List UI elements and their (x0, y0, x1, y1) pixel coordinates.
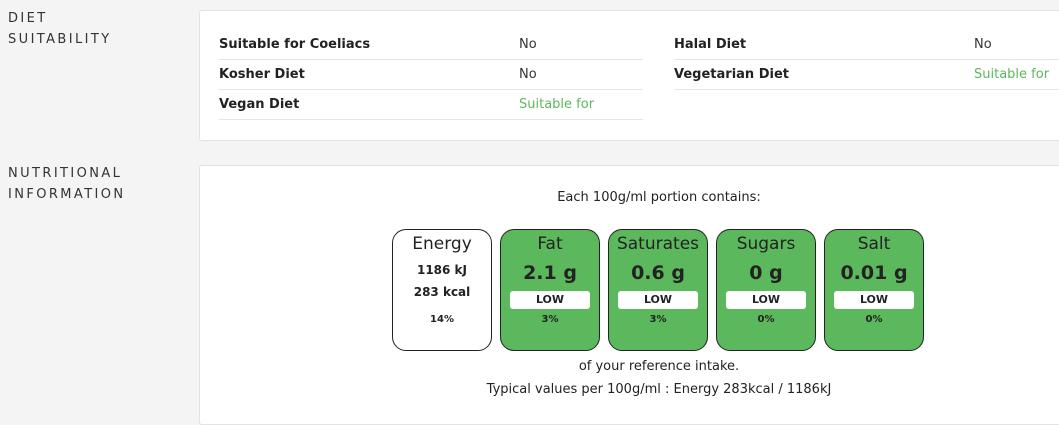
diet-row-vegetarian: Vegetarian Diet Suitable for (674, 60, 1059, 90)
nutrient-level-badge: LOW (726, 291, 806, 309)
diet-value: No (519, 37, 537, 52)
salt-box: Salt 0.01 g LOW 0% (824, 229, 924, 351)
diet-name: Suitable for Coeliacs (219, 37, 371, 52)
sugars-box: Sugars 0 g LOW 0% (716, 229, 816, 351)
nutrient-percent: 0% (757, 314, 775, 325)
nutrient-label: Fat (537, 234, 563, 254)
nutrient-label: Saturates (616, 234, 700, 254)
nutrient-label: Sugars (736, 234, 796, 254)
fat-box: Fat 2.1 g LOW 3% (500, 229, 600, 351)
diet-row-coeliacs: Suitable for Coeliacs No (219, 30, 643, 60)
diet-value: Suitable for (974, 67, 1050, 82)
nutrient-amount: 2.1 g (523, 262, 577, 284)
portion-caption: Each 100g/ml portion contains: (557, 190, 761, 205)
diet-value: No (519, 67, 537, 82)
nutrient-percent: 3% (541, 314, 559, 325)
nutrient-percent: 3% (649, 314, 667, 325)
diet-row-vegan: Vegan Diet Suitable for (219, 90, 643, 120)
diet-name: Vegan Diet (219, 97, 300, 112)
diet-value: Suitable for (519, 97, 595, 112)
nutrient-level-badge: LOW (834, 291, 914, 309)
energy-kcal: 283 kcal (413, 285, 471, 299)
typical-values-caption: Typical values per 100g/ml : Energy 283k… (486, 382, 832, 397)
diet-suitability-heading: DIET SUITABILITY (8, 11, 112, 47)
nutrient-amount: 0.6 g (631, 262, 685, 284)
energy-percent: 14% (430, 314, 454, 325)
diet-suitability-panel: Suitable for Coeliacs No Halal Diet No K… (199, 10, 1059, 141)
energy-kj: 1186 kJ (416, 263, 468, 277)
energy-box: Energy 1186 kJ 283 kcal 14% (392, 229, 492, 351)
nutrient-label: Salt (857, 234, 891, 254)
nutrient-percent: 0% (865, 314, 883, 325)
nutrient-level-badge: LOW (618, 291, 698, 309)
nutritional-information-heading: NUTRITIONAL INFORMATION (8, 166, 126, 202)
nutrient-amount: 0 g (749, 262, 783, 284)
saturates-box: Saturates 0.6 g LOW 3% (608, 229, 708, 351)
nutritional-information-panel: Each 100g/ml portion contains: Energy 11… (199, 165, 1059, 425)
nutrient-level-badge: LOW (510, 291, 590, 309)
diet-name: Vegetarian Diet (674, 67, 789, 82)
diet-name: Halal Diet (674, 37, 747, 52)
diet-value: No (974, 37, 992, 52)
diet-name: Kosher Diet (219, 67, 305, 82)
nutrient-amount: 0.01 g (840, 262, 908, 284)
reference-intake-caption: of your reference intake. (578, 359, 740, 374)
diet-row-kosher: Kosher Diet No (219, 60, 643, 90)
energy-label: Energy (412, 234, 472, 254)
diet-row-halal: Halal Diet No (674, 30, 1059, 60)
